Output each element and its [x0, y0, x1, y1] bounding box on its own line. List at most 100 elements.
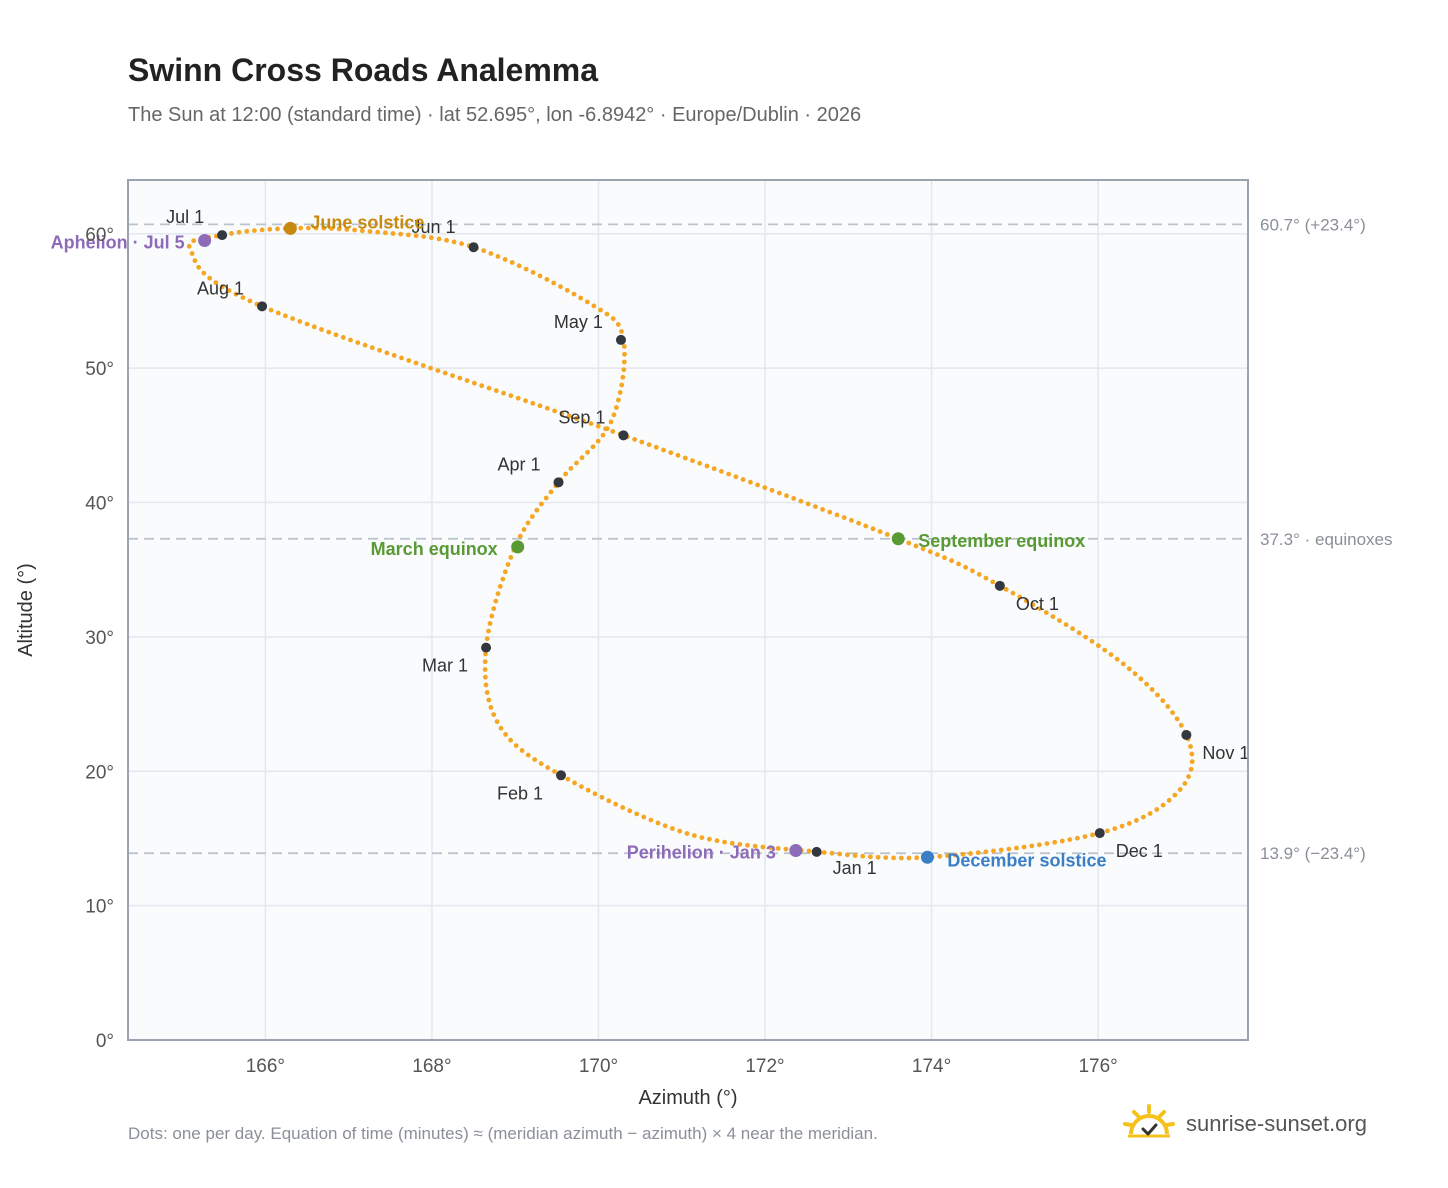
daily-dot [1014, 845, 1019, 851]
daily-dot [852, 853, 858, 858]
daily-dot [595, 423, 601, 429]
daily-dot [617, 390, 623, 395]
daily-dot [1126, 666, 1132, 672]
daily-dot [1141, 814, 1146, 820]
daily-dot [319, 327, 324, 332]
daily-dot [483, 682, 489, 688]
daily-dot [579, 455, 585, 461]
daily-dot [648, 817, 654, 823]
daily-dot [252, 228, 257, 234]
month-marker-label: Oct 1 [1016, 594, 1059, 614]
daily-dot [275, 310, 281, 316]
daily-dot [611, 412, 617, 418]
daily-dot [613, 801, 619, 807]
daily-dot [566, 413, 572, 419]
daily-dot [737, 841, 743, 847]
x-tick-label: 172° [745, 1056, 784, 1077]
daily-dot [592, 791, 598, 797]
daily-dot [937, 853, 943, 859]
daily-dot [552, 769, 557, 774]
daily-dot [551, 280, 557, 286]
daily-dot [834, 512, 840, 518]
event-label: June solstice [310, 212, 424, 232]
daily-dot [998, 847, 1004, 853]
daily-dot [820, 507, 825, 512]
daily-dot [306, 225, 311, 231]
event-label: December solstice [947, 850, 1106, 870]
daily-dot [377, 347, 382, 353]
daily-dot [574, 416, 579, 421]
month-marker [1181, 729, 1192, 740]
daily-dot [1044, 841, 1050, 846]
daily-dot [451, 239, 457, 245]
daily-dot [608, 419, 614, 425]
daily-dot [620, 805, 626, 810]
daily-dot [655, 820, 661, 826]
month-marker-label: Jan 1 [833, 858, 877, 878]
daily-dot [367, 229, 373, 234]
daily-dot [1037, 606, 1043, 611]
daily-dot [1119, 823, 1125, 829]
daily-dot [627, 808, 633, 814]
daily-dot [383, 230, 388, 236]
daily-dot [429, 235, 434, 241]
daily-dot [1149, 687, 1155, 692]
daily-dot [1114, 656, 1120, 662]
daily-dot [729, 840, 735, 846]
daily-dot [1165, 704, 1171, 709]
daily-dot [482, 659, 488, 665]
daily-dot [313, 225, 319, 231]
daily-dot [486, 628, 491, 634]
footnote: Dots: one per day. Equation of time (min… [128, 1124, 878, 1143]
daily-dot [326, 329, 332, 335]
event-markers: June solstice December solstice March equi… [51, 212, 1107, 870]
daily-dot [450, 373, 455, 378]
y-tick-label: 10° [85, 897, 114, 918]
daily-dot [297, 319, 303, 324]
daily-dot [529, 514, 535, 519]
event-marker [283, 221, 297, 235]
daily-dot [641, 814, 647, 820]
daily-dot [552, 408, 557, 414]
daily-dot [420, 363, 426, 368]
daily-dot [1052, 839, 1058, 845]
daily-dot [502, 569, 508, 575]
daily-dot [1010, 590, 1016, 596]
daily-dot [189, 251, 195, 256]
daily-dot [661, 447, 666, 453]
daily-dot [375, 229, 381, 235]
daily-dot [509, 260, 515, 265]
daily-dot [497, 584, 503, 589]
daily-dot [775, 846, 781, 851]
daily-dot [268, 307, 274, 313]
daily-dot [1160, 698, 1166, 704]
month-marker-label: Nov 1 [1202, 743, 1249, 763]
month-marker [994, 580, 1005, 591]
daily-dot [523, 398, 528, 404]
daily-dot [1076, 630, 1082, 636]
daily-dot [207, 275, 213, 281]
daily-dot [1112, 826, 1118, 831]
daily-dot [259, 227, 265, 233]
daily-dot [920, 546, 926, 552]
daily-dot [595, 438, 601, 444]
daily-dot [340, 335, 346, 340]
daily-dot [482, 667, 488, 672]
daily-dot [489, 613, 495, 619]
daily-dot [1189, 759, 1195, 765]
daily-dot [406, 358, 412, 363]
daily-dot [599, 794, 605, 800]
daily-dot [1154, 807, 1160, 812]
event-label: September equinox [918, 531, 1085, 551]
daily-dot [390, 231, 396, 236]
daily-dot [935, 552, 940, 557]
daily-dot [813, 504, 818, 509]
daily-dot [321, 225, 327, 231]
daily-dot [574, 460, 579, 466]
daily-dot [444, 237, 449, 243]
daily-dot [714, 838, 720, 844]
daily-dot [776, 490, 782, 496]
daily-dot [545, 765, 551, 770]
daily-dot [798, 498, 804, 504]
daily-dot [421, 234, 427, 240]
